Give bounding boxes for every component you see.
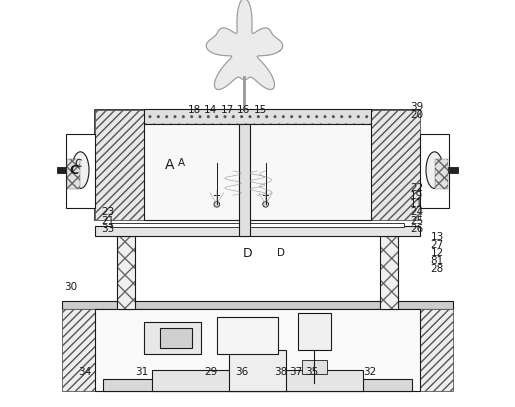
Bar — [67, 159, 80, 189]
Text: 14: 14 — [204, 105, 217, 115]
Ellipse shape — [72, 152, 89, 188]
Text: 26: 26 — [410, 224, 423, 234]
Text: 13: 13 — [431, 232, 444, 242]
Bar — [229, 350, 286, 391]
Text: 22: 22 — [410, 183, 423, 193]
Bar — [302, 360, 327, 374]
Text: A: A — [178, 158, 185, 168]
Text: 19: 19 — [410, 191, 423, 201]
Bar — [95, 309, 420, 391]
Text: 30: 30 — [64, 282, 77, 292]
Bar — [66, 134, 95, 208]
Bar — [152, 124, 363, 130]
Bar — [144, 109, 371, 124]
Bar — [371, 110, 420, 220]
Text: 15: 15 — [253, 105, 267, 115]
Text: C: C — [69, 164, 78, 177]
Text: 28: 28 — [431, 265, 444, 274]
Bar — [95, 110, 144, 220]
Text: C: C — [75, 159, 82, 168]
Text: 16: 16 — [237, 105, 250, 115]
Bar — [239, 124, 250, 236]
Text: 23: 23 — [101, 208, 114, 217]
Bar — [117, 236, 135, 309]
Bar — [298, 313, 331, 350]
Text: 38: 38 — [274, 368, 287, 377]
Bar — [420, 134, 449, 208]
Bar — [380, 236, 398, 309]
Text: 36: 36 — [235, 368, 248, 377]
Text: 25: 25 — [410, 216, 423, 225]
Bar — [160, 328, 193, 348]
Bar — [95, 226, 420, 236]
Circle shape — [214, 201, 220, 207]
Bar — [420, 309, 453, 391]
Text: 37: 37 — [289, 368, 302, 377]
Text: 11: 11 — [410, 199, 423, 209]
Bar — [117, 236, 135, 309]
Text: 32: 32 — [363, 368, 376, 377]
Bar — [380, 236, 398, 309]
Bar — [57, 167, 67, 173]
Bar — [435, 159, 448, 189]
Text: 35: 35 — [305, 368, 319, 377]
Text: 29: 29 — [204, 368, 217, 377]
Text: A: A — [165, 158, 175, 172]
Bar — [217, 317, 278, 354]
Text: 31: 31 — [135, 368, 149, 377]
Text: 24: 24 — [410, 208, 423, 217]
Text: D: D — [277, 248, 285, 258]
Text: 27: 27 — [431, 240, 444, 250]
Text: 34: 34 — [78, 368, 92, 377]
Text: 33: 33 — [101, 224, 114, 234]
Bar — [152, 370, 363, 391]
Bar — [144, 322, 200, 354]
Text: 18: 18 — [188, 105, 201, 115]
Bar — [62, 301, 176, 391]
Text: 20: 20 — [410, 110, 423, 120]
Bar — [448, 167, 458, 173]
Bar — [62, 309, 95, 391]
Bar — [62, 301, 453, 309]
Text: 17: 17 — [220, 105, 234, 115]
Circle shape — [263, 201, 268, 207]
Polygon shape — [207, 0, 283, 90]
Text: 12: 12 — [431, 248, 444, 258]
Text: 21: 21 — [101, 216, 114, 225]
Bar — [144, 124, 371, 220]
Bar — [111, 223, 404, 227]
Text: D: D — [243, 247, 252, 260]
Bar — [339, 301, 453, 391]
Bar — [103, 379, 412, 391]
Text: 39: 39 — [410, 102, 423, 112]
Text: 81: 81 — [431, 256, 444, 266]
Bar — [144, 109, 371, 124]
Bar — [95, 110, 420, 220]
Ellipse shape — [426, 152, 443, 188]
